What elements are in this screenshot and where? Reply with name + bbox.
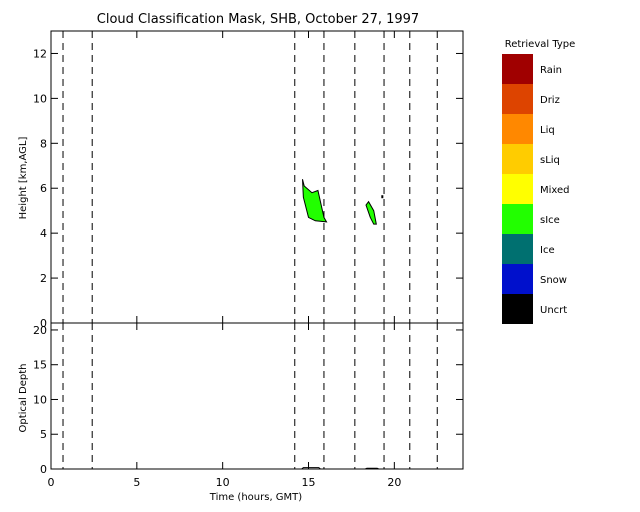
chart-title: Cloud Classification Mask, SHB, October … [97, 12, 419, 27]
legend-swatch-driz [502, 84, 533, 114]
panel-frame-optical-depth [50, 322, 464, 470]
x-axis-label: Time (hours, GMT) [209, 492, 303, 503]
y-tick-label: 4 [40, 227, 47, 240]
y-tick-label: 5 [40, 428, 47, 441]
y-tick-label: 10 [33, 92, 47, 105]
legend-label-uncrt: Uncrt [540, 305, 567, 316]
cloud-feature-sIce [301, 179, 328, 223]
x-tick-label: 20 [387, 476, 401, 489]
panel-frame-cloud-mask [50, 30, 464, 324]
cloud-feature-point [381, 195, 384, 199]
legend-label-driz: Driz [540, 95, 560, 106]
y-tick-label: 0 [40, 317, 47, 330]
x-tick-label: 5 [133, 476, 140, 489]
y-tick-label: 20 [33, 324, 47, 337]
legend-label-rain: Rain [540, 65, 562, 76]
legend-label-ice: Ice [540, 245, 555, 256]
legend-title: Retrieval Type [505, 39, 576, 50]
legend-swatch-mixed [502, 174, 533, 204]
y-tick-label: 0 [40, 463, 47, 476]
y-tick-label: 2 [40, 272, 47, 285]
y-axis-label-height: Height [km,AGL] [18, 137, 29, 220]
x-tick-label: 15 [302, 476, 316, 489]
y-tick-label: 8 [40, 137, 47, 150]
legend: Retrieval Type Rain Driz Liq sLiq Mixed sIce I… [502, 39, 575, 324]
x-tick-label: 10 [216, 476, 230, 489]
y-axis-label-optical-depth: Optical Depth [18, 364, 29, 433]
x-tick-label: 0 [48, 476, 55, 489]
y-tick-label: 12 [33, 47, 47, 60]
legend-swatch-rain [502, 54, 533, 84]
legend-label-sice: sIce [540, 215, 560, 226]
legend-swatch-liq [502, 114, 533, 144]
legend-swatch-snow [502, 264, 533, 294]
cloud-feature-sIce [365, 200, 377, 225]
legend-label-liq: Liq [540, 125, 555, 136]
y-tick-label: 6 [40, 182, 47, 195]
legend-label-snow: Snow [540, 275, 567, 286]
legend-swatch-sice [502, 204, 533, 234]
y-tick-label: 10 [33, 393, 47, 406]
legend-label-sliq: sLiq [540, 155, 560, 166]
legend-swatch-sliq [502, 144, 533, 174]
y-tick-label: 15 [33, 359, 47, 372]
legend-swatch-ice [502, 234, 533, 264]
legend-label-mixed: Mixed [540, 185, 570, 196]
legend-swatch-uncrt [502, 294, 533, 324]
